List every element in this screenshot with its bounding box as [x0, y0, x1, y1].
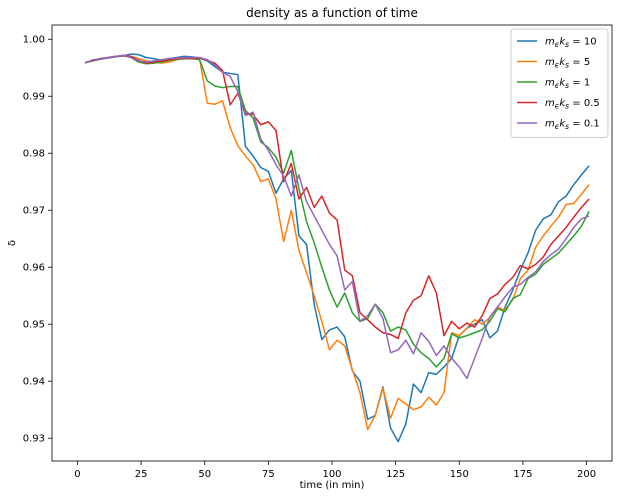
- legend-label-part: k: [559, 57, 566, 68]
- legend-label-part: s: [565, 40, 569, 49]
- legend-label-part: k: [559, 78, 566, 89]
- y-tick-label: 0.97: [23, 206, 45, 217]
- y-tick-label: 0.98: [23, 149, 45, 160]
- legend-label-part: s: [565, 102, 569, 111]
- legend-label-part: = 10: [569, 37, 596, 48]
- legend-label-part: s: [565, 81, 569, 90]
- legend-label-part: ϵ: [555, 122, 560, 131]
- legend-label-part: = 0.1: [569, 119, 600, 130]
- legend-label-part: ϵ: [555, 81, 560, 90]
- legend-label-part: s: [565, 61, 569, 70]
- legend-label-part: k: [559, 98, 566, 109]
- y-tick-label: 1.00: [23, 35, 45, 46]
- y-tick-label: 0.99: [23, 92, 45, 103]
- legend-label-part: m: [545, 98, 555, 109]
- legend-label-part: ϵ: [555, 61, 560, 70]
- legend-label-part: = 1: [569, 78, 590, 89]
- x-tick-label: 100: [322, 469, 341, 480]
- legend-label-4: mϵks = 0.5: [545, 98, 600, 111]
- series-line-5: [84, 54, 590, 380]
- x-tick-label: 75: [262, 469, 275, 480]
- legend-label-part: ϵ: [555, 102, 560, 111]
- legend-label-part: m: [545, 78, 555, 89]
- series-line-4: [84, 55, 590, 340]
- x-axis: 0 25 50 75 100 125 150 175 200: [74, 461, 596, 480]
- x-tick-label: 125: [386, 469, 405, 480]
- chart-title: density as a function of time: [246, 6, 418, 20]
- legend-label-part: ϵ: [555, 40, 560, 49]
- legend-label-1: mϵks = 10: [545, 37, 597, 50]
- legend-label-part: s: [565, 122, 569, 131]
- x-tick-label: 25: [135, 469, 148, 480]
- y-tick-label: 0.96: [23, 263, 45, 274]
- y-tick-label: 0.93: [23, 434, 45, 445]
- legend-label-5: mϵks = 0.1: [545, 119, 600, 132]
- y-tick-label: 0.94: [23, 377, 45, 388]
- x-tick-label: 150: [450, 469, 469, 480]
- x-axis-title: time (in min): [300, 480, 365, 491]
- legend-label-2: mϵks = 5: [545, 57, 590, 70]
- y-axis-title: δ: [7, 240, 18, 246]
- legend-label-part: k: [559, 37, 566, 48]
- legend-label-part: m: [545, 37, 555, 48]
- series-line-2: [84, 55, 590, 431]
- x-tick-label: 175: [513, 469, 532, 480]
- legend-label-part: m: [545, 119, 555, 130]
- legend-label-part: = 0.5: [569, 98, 600, 109]
- series-layer: [84, 53, 590, 443]
- legend-label-part: = 5: [569, 57, 590, 68]
- x-tick-label: 50: [198, 469, 211, 480]
- x-tick-label: 0: [74, 469, 80, 480]
- legend-label-part: m: [545, 57, 555, 68]
- legend-label-part: k: [559, 119, 566, 130]
- y-tick-label: 0.95: [23, 320, 45, 331]
- legend-label-3: mϵks = 1: [545, 78, 590, 91]
- legend-box: [510, 28, 609, 138]
- x-tick-label: 200: [577, 469, 596, 480]
- y-axis: 0.93 0.94 0.95 0.96 0.97 0.98 0.99 1.00: [23, 35, 52, 445]
